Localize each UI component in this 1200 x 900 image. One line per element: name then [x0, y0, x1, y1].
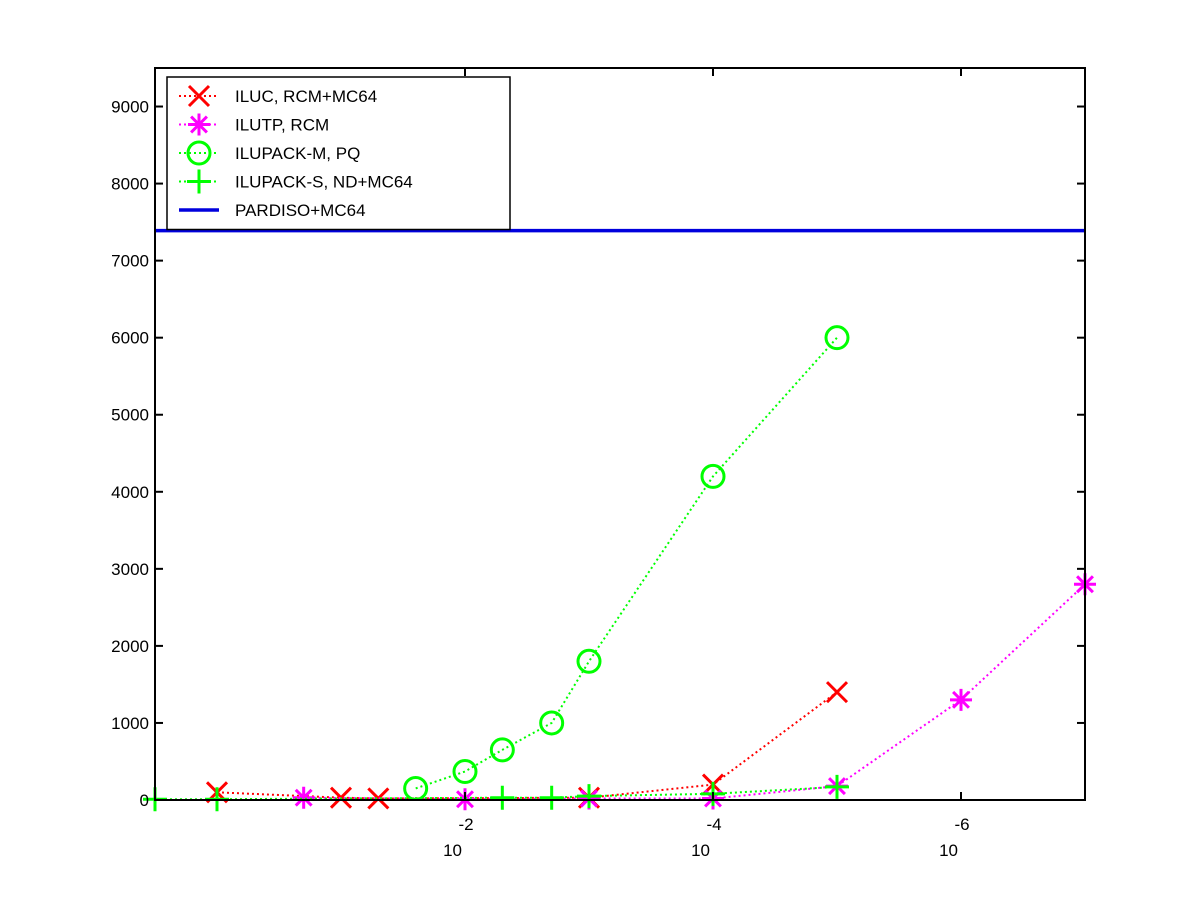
series-0-point-5: [825, 681, 849, 704]
y-tick-label-0: 0: [140, 791, 149, 810]
legend-entry-3: ILUPACK-S, ND+MC64: [179, 169, 413, 194]
x-tick-label-base-1: 10: [691, 841, 710, 860]
x-tick-label-base-2: 10: [939, 841, 958, 860]
y-tick-label-9: 9000: [111, 98, 149, 117]
y-tick-label-5: 5000: [111, 406, 149, 425]
series-1-point-5: [950, 688, 972, 711]
series-2-point-4: [576, 648, 602, 674]
series-2-point-6: [824, 325, 850, 351]
legend-marker-2: [186, 140, 212, 166]
legend-label-0: ILUC, RCM+MC64: [235, 87, 377, 106]
legend-entry-1: ILUTP, RCM: [179, 113, 329, 136]
series-2-point-3: [539, 710, 565, 736]
series-1-point-0: [292, 786, 315, 809]
series-2-point-5: [700, 463, 726, 489]
legend-box: [166, 76, 511, 231]
y-tick-label-8: 8000: [111, 175, 149, 194]
legend-label-2: ILUPACK-M, PQ: [235, 144, 360, 163]
series-2-line: [415, 337, 838, 790]
legend-marker-1: [188, 113, 210, 136]
legend-marker-0: [187, 84, 211, 108]
x-tick-label-exponent-0: -2: [458, 815, 473, 834]
legend-label-4: PARDISO+MC64: [235, 201, 366, 220]
legend-label-1: ILUTP, RCM: [235, 116, 329, 135]
legend-entry-0: ILUC, RCM+MC64: [179, 84, 377, 108]
y-tick-label-7: 7000: [111, 252, 149, 271]
y-tick-label-6: 6000: [111, 329, 149, 348]
x-tick-label-exponent-1: -4: [706, 815, 721, 834]
series-3-point-3: [539, 785, 564, 810]
series-0-point-2: [367, 787, 390, 810]
legend: ILUC, RCM+MC64 ILUTP, RCM ILUPACK-M, PQ ILU…: [166, 76, 511, 231]
x-tick-label-base-0: 10: [443, 841, 462, 860]
axes-layer: 0 1000 2000 3000 4000 5000 6000 7000 8000 9000 10 -…: [111, 67, 1086, 860]
y-tick-label-3: 3000: [111, 560, 149, 579]
legend-entry-4: PARDISO+MC64: [179, 201, 366, 220]
series-2-point-2: [489, 737, 515, 763]
series-0-line: [216, 691, 838, 800]
legend-entry-2: ILUPACK-M, PQ: [179, 140, 360, 166]
legend-label-3: ILUPACK-S, ND+MC64: [235, 173, 413, 192]
axes-box: [154, 67, 1086, 801]
y-tick-label-4: 4000: [111, 483, 149, 502]
series-3-point-4: [577, 784, 601, 809]
y-tick-label-2: 2000: [111, 637, 149, 656]
series-3-point-2: [490, 785, 515, 810]
legend-marker-3: [187, 169, 211, 194]
x-tick-label-exponent-2: -6: [954, 815, 969, 834]
series-2-point-1: [452, 758, 478, 784]
series-2: [403, 325, 850, 801]
series-3-point-6: [825, 774, 849, 799]
y-tick-label-1: 1000: [111, 714, 149, 733]
